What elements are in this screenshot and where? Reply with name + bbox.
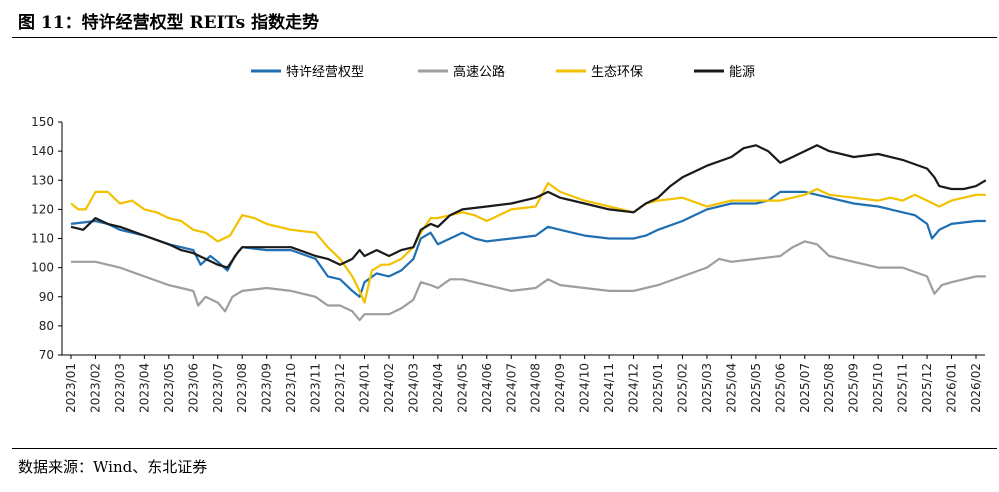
x-tick-label: 2025/09 bbox=[847, 363, 861, 413]
x-tick-label: 2025/02 bbox=[675, 363, 689, 413]
x-tick-label: 2023/05 bbox=[162, 363, 176, 413]
x-tick-label: 2024/09 bbox=[553, 363, 567, 413]
x-tick-label: 2023/03 bbox=[113, 363, 127, 413]
chart-axes: 70 80 90 100 110 120 130 140 150 2023/01 2023/02 20… bbox=[31, 115, 985, 413]
x-tick-label: 2026/02 bbox=[969, 363, 983, 413]
y-tick-label: 130 bbox=[31, 173, 54, 187]
x-tick-label: 2025/12 bbox=[920, 363, 934, 413]
x-tick-label: 2024/01 bbox=[358, 363, 372, 413]
x-tick-label: 2024/12 bbox=[627, 363, 641, 413]
x-tick-label: 2024/04 bbox=[431, 363, 445, 413]
x-tick-label: 2024/02 bbox=[382, 363, 396, 413]
chart-legend: 特许经营权型 高速公路 生态环保 能源 bbox=[251, 64, 755, 80]
x-tick-label: 2024/06 bbox=[480, 363, 494, 413]
x-tick-label: 2023/08 bbox=[235, 363, 249, 413]
series-line-2 bbox=[71, 240, 986, 322]
x-tick-label: 2024/05 bbox=[455, 363, 469, 413]
x-tick-label: 2023/06 bbox=[186, 363, 200, 413]
y-tick-label: 90 bbox=[39, 290, 54, 304]
x-tick-label: 2024/10 bbox=[578, 363, 592, 413]
y-tick-label: 70 bbox=[39, 348, 54, 362]
y-tick-label: 110 bbox=[31, 232, 54, 246]
x-tick-label: 2023/09 bbox=[260, 363, 274, 413]
x-tick-label: 2025/11 bbox=[896, 363, 910, 413]
x-tick-label: 2026/01 bbox=[945, 363, 959, 413]
x-tick-label: 2023/01 bbox=[64, 363, 78, 413]
x-tick-label: 2024/11 bbox=[602, 363, 616, 413]
series-line-4 bbox=[70, 144, 987, 269]
x-tick-label: 2023/12 bbox=[333, 363, 347, 413]
y-tick-label: 150 bbox=[31, 115, 54, 129]
y-tick-label: 120 bbox=[31, 202, 54, 216]
legend-label: 能源 bbox=[729, 65, 755, 80]
x-tick-label: 2025/03 bbox=[700, 363, 714, 413]
line-chart: 特许经营权型 高速公路 生态环保 能源 70 80 90 100 110 120 130 140 15… bbox=[31, 64, 987, 413]
figure-title: 图 11：特许经营权型 REITs 指数走势 bbox=[18, 13, 320, 33]
x-tick-label: 2023/02 bbox=[88, 363, 102, 413]
y-tick-label: 100 bbox=[31, 261, 54, 275]
source-note: 数据来源：Wind、东北证券 bbox=[18, 458, 208, 476]
chart-series bbox=[70, 144, 987, 322]
x-tick-label: 2023/11 bbox=[309, 363, 323, 413]
x-tick-label: 2025/10 bbox=[871, 363, 885, 413]
y-tick-label: 80 bbox=[39, 319, 54, 333]
x-tick-label: 2024/08 bbox=[529, 363, 543, 413]
x-tick-label: 2024/03 bbox=[406, 363, 420, 413]
series-line-1 bbox=[70, 190, 986, 298]
bottom-rule bbox=[12, 448, 997, 449]
x-tick-label: 2025/07 bbox=[798, 363, 812, 413]
x-tick-label: 2025/08 bbox=[822, 363, 836, 413]
legend-label: 高速公路 bbox=[453, 64, 505, 80]
x-tick-label: 2025/06 bbox=[773, 363, 787, 413]
x-tick-label: 2023/07 bbox=[211, 363, 225, 413]
series-line-3 bbox=[70, 182, 986, 304]
y-tick-label: 140 bbox=[31, 144, 54, 158]
x-tick-label: 2023/04 bbox=[137, 363, 151, 413]
x-tick-label: 2023/10 bbox=[284, 363, 298, 413]
x-tick-label: 2024/07 bbox=[504, 363, 518, 413]
x-tick-label: 2025/04 bbox=[724, 363, 738, 413]
x-tick-label: 2025/01 bbox=[651, 363, 665, 413]
legend-label: 特许经营权型 bbox=[286, 64, 364, 80]
x-tick-label: 2025/05 bbox=[749, 363, 763, 413]
legend-label: 生态环保 bbox=[591, 65, 643, 80]
top-rule bbox=[12, 37, 997, 38]
